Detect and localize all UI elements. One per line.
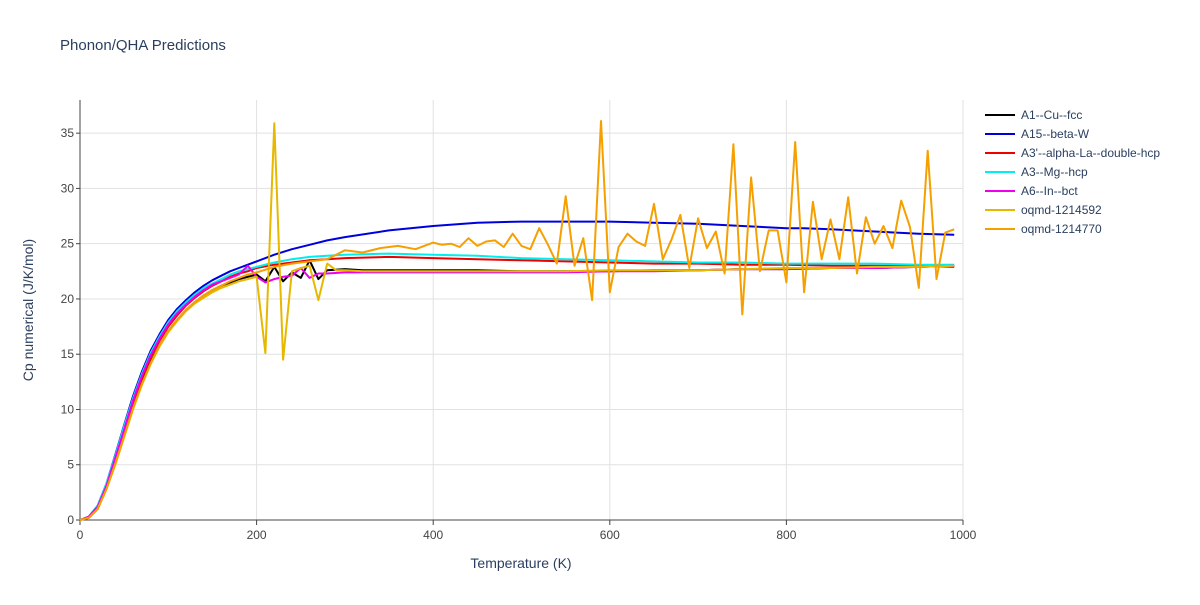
x-tick-label: 600: [600, 528, 620, 542]
legend-label: oqmd-1214592: [1021, 203, 1102, 217]
axes: 0 5 10 15 20 25 30 35 0 200 400 600 800 1000: [61, 100, 977, 542]
x-tick-label: 400: [423, 528, 443, 542]
series-line-4: [79, 264, 955, 521]
legend-label: A1--Cu--fcc: [1021, 108, 1082, 122]
x-axis-label: Temperature (K): [470, 555, 571, 571]
y-tick-label: 15: [61, 347, 75, 361]
legend-item[interactable]: A3--Mg--hcp: [985, 165, 1088, 179]
legend-item[interactable]: A3'--alpha-La--double-hcp: [985, 146, 1160, 160]
chart-title: Phonon/QHA Predictions: [60, 37, 226, 54]
legend-item[interactable]: A6--In--bct: [985, 184, 1078, 198]
legend-item[interactable]: A15--beta-W: [985, 127, 1090, 141]
legend-item[interactable]: A1--Cu--fcc: [985, 108, 1082, 122]
legend-label: oqmd-1214770: [1021, 222, 1102, 236]
legend-label: A3'--alpha-La--double-hcp: [1021, 146, 1160, 160]
legend-label: A15--beta-W: [1021, 127, 1090, 141]
legend-label: A3--Mg--hcp: [1021, 165, 1088, 179]
x-tick-label: 1000: [950, 528, 977, 542]
legend-item[interactable]: oqmd-1214770: [985, 222, 1102, 236]
y-tick-label: 0: [67, 513, 74, 527]
y-tick-label: 35: [61, 126, 75, 140]
y-tick-label: 10: [61, 402, 75, 416]
series-lines: [79, 120, 955, 521]
x-tick-label: 800: [776, 528, 796, 542]
series-line-6: [79, 120, 955, 521]
x-tick-label: 200: [247, 528, 267, 542]
legend-item[interactable]: oqmd-1214592: [985, 203, 1102, 217]
y-tick-label: 20: [61, 292, 75, 306]
y-axis-label: Cp numerical (J/K/mol): [20, 239, 36, 381]
grid: [79, 100, 964, 521]
x-tick-label: 0: [77, 528, 84, 542]
series-line-5: [79, 122, 955, 521]
y-tick-label: 30: [61, 181, 75, 195]
series-line-2: [79, 255, 955, 521]
legend[interactable]: A1--Cu--fcc A15--beta-W A3'--alpha-La--dou…: [985, 108, 1160, 236]
y-tick-label: 25: [61, 237, 75, 251]
y-tick-label: 5: [67, 458, 74, 472]
legend-label: A6--In--bct: [1021, 184, 1078, 198]
